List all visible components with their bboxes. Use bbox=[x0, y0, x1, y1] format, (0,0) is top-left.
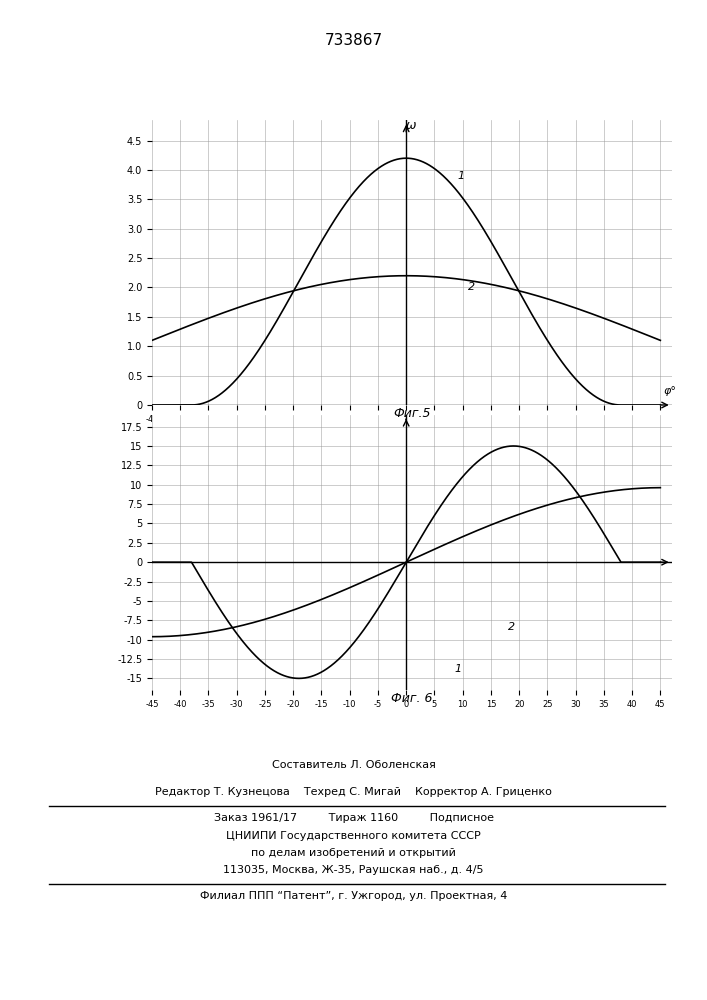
Text: ω: ω bbox=[405, 119, 416, 132]
Text: Редактор Т. Кузнецова    Техред С. Мигай    Корректор А. Гриценко: Редактор Т. Кузнецова Техред С. Мигай Ко… bbox=[155, 787, 552, 797]
Text: 2: 2 bbox=[508, 622, 515, 632]
Text: φ°: φ° bbox=[663, 386, 676, 396]
Text: Заказ 1961/17         Тираж 1160         Подписное: Заказ 1961/17 Тираж 1160 Подписное bbox=[214, 813, 493, 823]
Text: 113035, Москва, Ж-35, Раушская наб., д. 4/5: 113035, Москва, Ж-35, Раушская наб., д. … bbox=[223, 865, 484, 875]
Text: 1: 1 bbox=[457, 171, 464, 181]
Text: по делам изобретений и открытий: по делам изобретений и открытий bbox=[251, 848, 456, 858]
Text: Составитель Л. Оболенская: Составитель Л. Оболенская bbox=[271, 760, 436, 770]
Text: Фиг. 6: Фиг. 6 bbox=[392, 692, 433, 705]
Text: Филиал ППП “Патент”, г. Ужгород, ул. Проектная, 4: Филиал ППП “Патент”, г. Ужгород, ул. Про… bbox=[200, 891, 507, 901]
Text: ЦНИИПИ Государственного комитета СССР: ЦНИИПИ Государственного комитета СССР bbox=[226, 831, 481, 841]
Text: Фиг.5: Фиг.5 bbox=[393, 407, 431, 420]
Text: 2: 2 bbox=[468, 282, 475, 292]
Text: 733867: 733867 bbox=[325, 33, 382, 48]
Text: 1: 1 bbox=[454, 664, 461, 674]
